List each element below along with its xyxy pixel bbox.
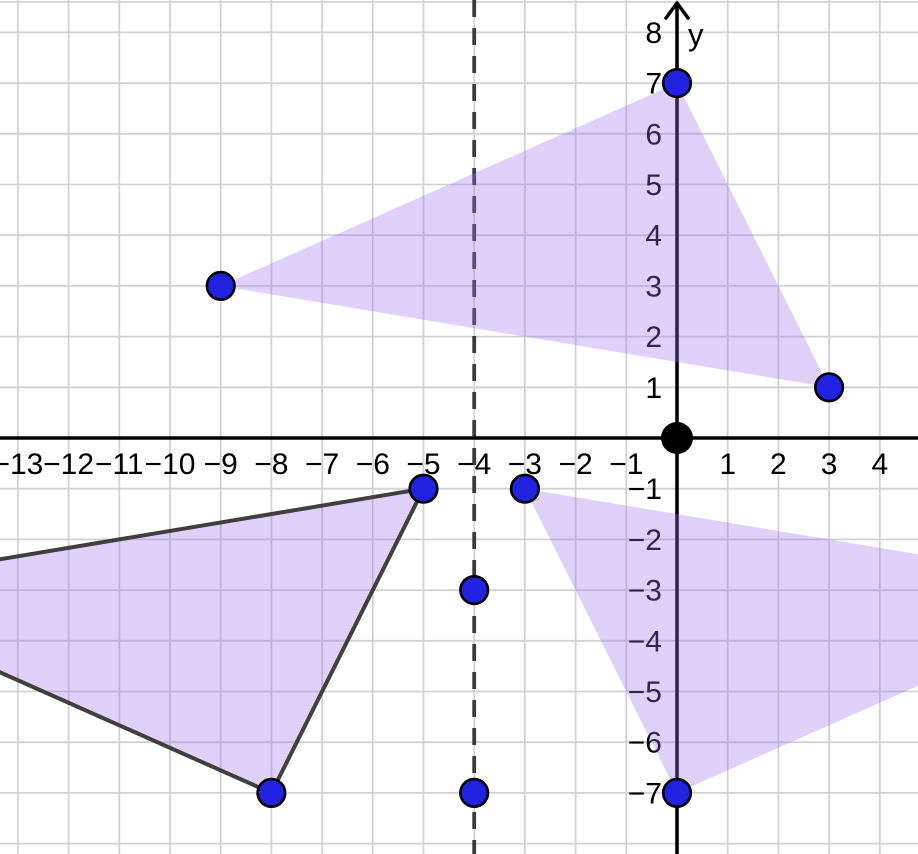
y-tick-label: −1 — [628, 473, 662, 506]
x-tick-label: −11 — [95, 448, 144, 481]
point-−3-−1[interactable] — [509, 473, 541, 504]
point-0-−7[interactable] — [661, 777, 693, 809]
origin-point — [661, 422, 693, 454]
x-tick-label: 4 — [871, 448, 888, 481]
point-0-7[interactable] — [661, 67, 693, 99]
point-3-1[interactable] — [813, 372, 845, 403]
y-axis-label: y — [688, 17, 704, 52]
y-tick-label: 3 — [645, 270, 662, 303]
points — [205, 67, 845, 809]
y-tick-label: −5 — [628, 676, 662, 709]
x-tick-label: −12 — [43, 448, 94, 481]
y-tick-label: 7 — [645, 68, 662, 101]
point-−4-−3[interactable] — [459, 574, 490, 606]
y-tick-label: −6 — [628, 727, 662, 760]
y-tick-label: 6 — [645, 118, 662, 151]
y-axis-arrow-icon — [664, 1, 690, 20]
x-tick-label: −2 — [558, 448, 592, 481]
point-−5-−1[interactable] — [408, 473, 439, 504]
x-tick-label: 1 — [719, 448, 736, 481]
y-tick-label: −3 — [628, 575, 662, 608]
y-tick-label: 8 — [645, 17, 662, 50]
x-tick-label: −1 — [609, 448, 643, 481]
x-tick-label: −9 — [204, 448, 238, 481]
tick-labels: −13−12−11−10−9−8−7−6−5−4−3−2−11234876543… — [0, 17, 888, 811]
x-tick-label: −8 — [254, 448, 288, 481]
triangles — [0, 83, 918, 795]
y-tick-label: −4 — [628, 625, 662, 658]
x-tick-label: 2 — [770, 448, 787, 481]
y-tick-label: −2 — [628, 524, 662, 557]
x-tick-label: −13 — [0, 448, 43, 481]
x-tick-label: −7 — [305, 448, 339, 481]
y-tick-label: 2 — [645, 321, 662, 354]
y-tick-label: 1 — [645, 372, 662, 405]
bottom-left-triangle — [0, 486, 426, 795]
y-tick-label: 5 — [645, 169, 662, 202]
x-tick-label: −6 — [356, 448, 390, 481]
x-tick-label: −10 — [145, 448, 196, 481]
top-triangle — [220, 83, 830, 388]
point-−8-−7[interactable] — [256, 777, 287, 809]
bottom-right-triangle — [524, 488, 918, 793]
x-tick-label: −4 — [457, 448, 491, 481]
point-−9-3[interactable] — [205, 270, 236, 302]
y-tick-label: 4 — [645, 220, 662, 253]
point-−4-−7[interactable] — [459, 777, 490, 809]
x-tick-label: 3 — [821, 448, 838, 481]
y-tick-label: −7 — [628, 777, 662, 810]
